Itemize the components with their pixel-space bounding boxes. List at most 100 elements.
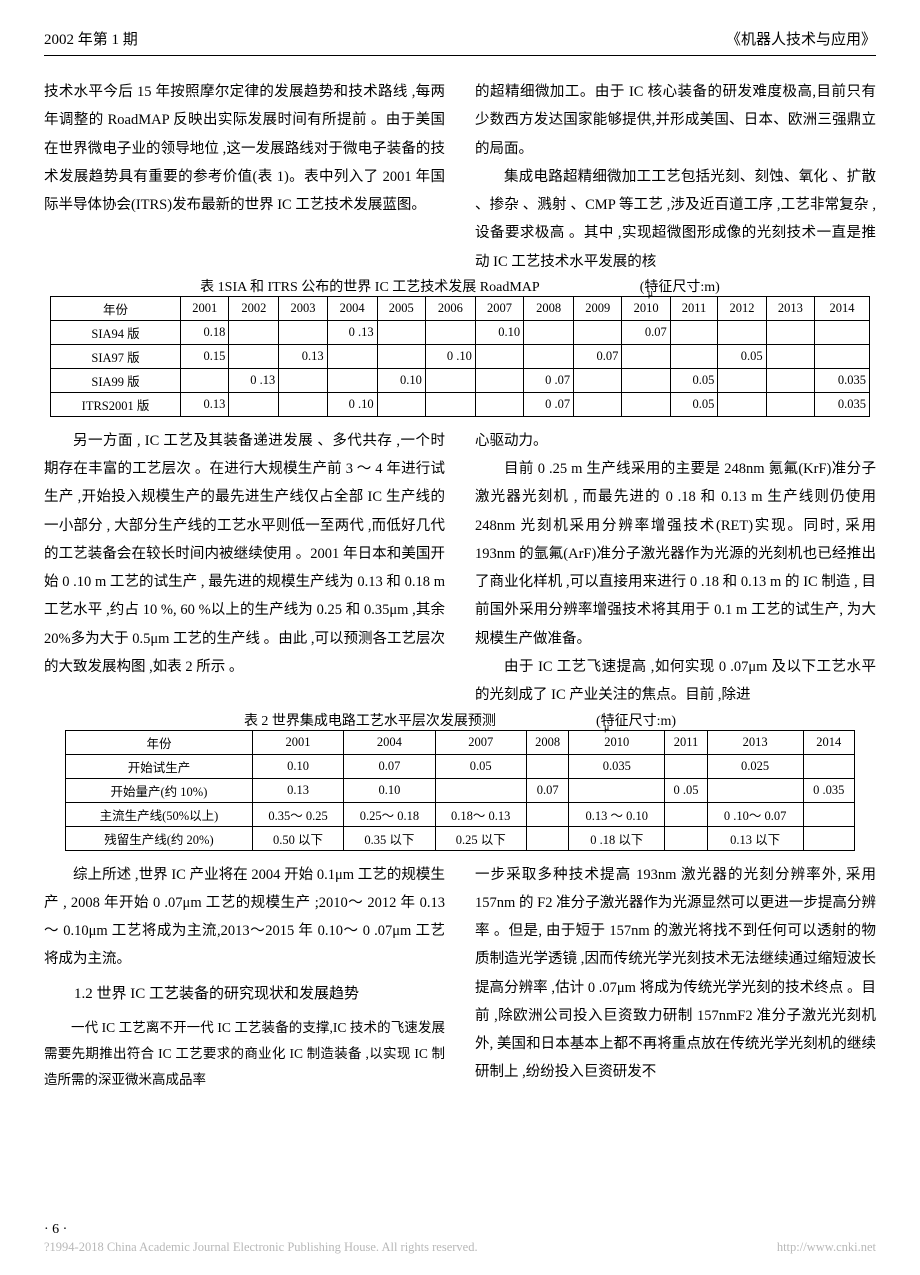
table-row: 主流生产线(50%以上)0.35～ 0.250.25～ 0.180.18～ 0.… — [66, 802, 855, 826]
td — [815, 344, 870, 368]
col-left: 技术水平今后 15 年按照摩尔定律的发展趋势和技术路线 ,每两年调整的 Road… — [44, 78, 445, 276]
td — [425, 392, 475, 416]
td — [425, 320, 475, 344]
td — [526, 754, 569, 778]
td — [435, 778, 526, 802]
td — [815, 320, 870, 344]
td: 0 .13 — [229, 368, 279, 392]
td: 0.13 以下 — [707, 826, 803, 850]
td — [279, 320, 327, 344]
td: 0.05 — [670, 368, 718, 392]
td: 0.07 — [622, 320, 670, 344]
td — [569, 778, 665, 802]
copyright-text: ?1994-2018 China Academic Journal Electr… — [44, 1240, 478, 1255]
td — [707, 778, 803, 802]
section-heading-1-2: 1.2 世界 IC 工艺装备的研究现状和发展趋势 — [44, 980, 445, 1009]
td: 0 .10 — [327, 392, 377, 416]
td: SIA97 版 — [51, 344, 181, 368]
th: 2002 — [229, 296, 279, 320]
table-row: SIA94 版0.180 .130.100.07 — [51, 320, 870, 344]
th: 年份 — [66, 730, 253, 754]
th: 2008 — [524, 296, 574, 320]
th: 2012 — [718, 296, 766, 320]
th: 2006 — [425, 296, 475, 320]
table2-caption: 表 2 世界集成电路工艺水平层次发展预测 — [244, 710, 496, 730]
td — [665, 802, 708, 826]
th: 2007 — [435, 730, 526, 754]
copyright-url: http://www.cnki.net — [777, 1240, 876, 1255]
td — [377, 344, 425, 368]
col-left: 综上所述 ,世界 IC 产业将在 2004 开始 0.1μm 工艺的规模生产 ,… — [44, 861, 445, 1094]
table2-unit: (特征尺寸:m) — [596, 710, 676, 730]
td: 0.35 以下 — [344, 826, 435, 850]
td — [665, 754, 708, 778]
para: 由于 IC 工艺飞速提高 ,如何实现 0 .07μm 及以下工艺水平的光刻成了 … — [475, 653, 876, 710]
th: 2013 — [766, 296, 814, 320]
th: 2004 — [327, 296, 377, 320]
td — [766, 344, 814, 368]
table-row: 开始量产(约 10%)0.130.100.070 .050 .035 — [66, 778, 855, 802]
td: 0.035 — [815, 392, 870, 416]
td: 0.25 以下 — [435, 826, 526, 850]
td: 0.05 — [718, 344, 766, 368]
td — [718, 392, 766, 416]
table-row: SIA99 版0 .130.100 .070.050.035 — [51, 368, 870, 392]
text-block-3: 综上所述 ,世界 IC 产业将在 2004 开始 0.1μm 工艺的规模生产 ,… — [44, 861, 876, 1094]
td: 0 .05 — [665, 778, 708, 802]
copyright-line: ?1994-2018 China Academic Journal Electr… — [44, 1240, 876, 1255]
td: 0.13 — [279, 344, 327, 368]
page-number: · 6 · — [44, 1222, 876, 1238]
table-row: ITRS2001 版0.130 .100 .070.050.035 — [51, 392, 870, 416]
table-1: 年份 2001 2002 2003 2004 2005 2006 2007 20… — [50, 296, 870, 417]
td: 0.07 — [344, 754, 435, 778]
td: 0.18～ 0.13 — [435, 802, 526, 826]
td: 0 .035 — [803, 778, 855, 802]
td — [229, 392, 279, 416]
td: 0.15 — [181, 344, 229, 368]
page-footer: · 6 · ?1994-2018 China Academic Journal … — [44, 1222, 876, 1255]
td: 0 .10～ 0.07 — [707, 802, 803, 826]
td: 0.13 — [181, 392, 229, 416]
td: SIA99 版 — [51, 368, 181, 392]
th: 2009 — [574, 296, 622, 320]
td — [574, 320, 622, 344]
th: 年份 — [51, 296, 181, 320]
td — [377, 392, 425, 416]
td: 开始试生产 — [66, 754, 253, 778]
td — [279, 392, 327, 416]
table1-unit: (特征尺寸:m) — [640, 276, 720, 296]
td — [475, 344, 523, 368]
col-right: 的超精细微加工。由于 IC 核心装备的研发难度极高,目前只有少数西方发达国家能够… — [475, 78, 876, 276]
td — [475, 368, 523, 392]
th: 2010 — [622, 296, 670, 320]
td — [526, 826, 569, 850]
td — [229, 320, 279, 344]
td: 0.50 以下 — [252, 826, 343, 850]
td — [524, 320, 574, 344]
table-row: SIA97 版0.15 0.13 0 .10 0.07 0.05 — [51, 344, 870, 368]
table-row: 开始试生产0.100.070.050.0350.025 — [66, 754, 855, 778]
col-left: 另一方面 , IC 工艺及其装备递进发展 、多代共存 ,一个时期存在丰富的工艺层… — [44, 427, 445, 710]
td: 开始量产(约 10%) — [66, 778, 253, 802]
th: 2010 — [569, 730, 665, 754]
td — [718, 368, 766, 392]
table2-caption-row: 表 2 世界集成电路工艺水平层次发展预测 (特征尺寸:m) — [44, 710, 876, 730]
td — [803, 802, 855, 826]
table-2: 年份 2001 2004 2007 2008 2010 2011 2013 20… — [65, 730, 855, 851]
td: 0.07 — [574, 344, 622, 368]
td: 0 .07 — [524, 368, 574, 392]
th: 2001 — [252, 730, 343, 754]
td: 0 .10 — [425, 344, 475, 368]
td — [229, 344, 279, 368]
para: 目前 0 .25 m 生产线采用的主要是 248nm 氪氟(KrF)准分子激光器… — [475, 455, 876, 653]
td: 0.10 — [377, 368, 425, 392]
td: 0.05 — [670, 392, 718, 416]
td — [574, 368, 622, 392]
td — [622, 368, 670, 392]
td — [327, 368, 377, 392]
para: 技术水平今后 15 年按照摩尔定律的发展趋势和技术路线 ,每两年调整的 Road… — [44, 78, 445, 219]
para: 一步采取多种技术提高 193nm 激光器的光刻分辨率外, 采用 157nm 的 … — [475, 861, 876, 1087]
td: ITRS2001 版 — [51, 392, 181, 416]
td — [574, 392, 622, 416]
th: 2013 — [707, 730, 803, 754]
